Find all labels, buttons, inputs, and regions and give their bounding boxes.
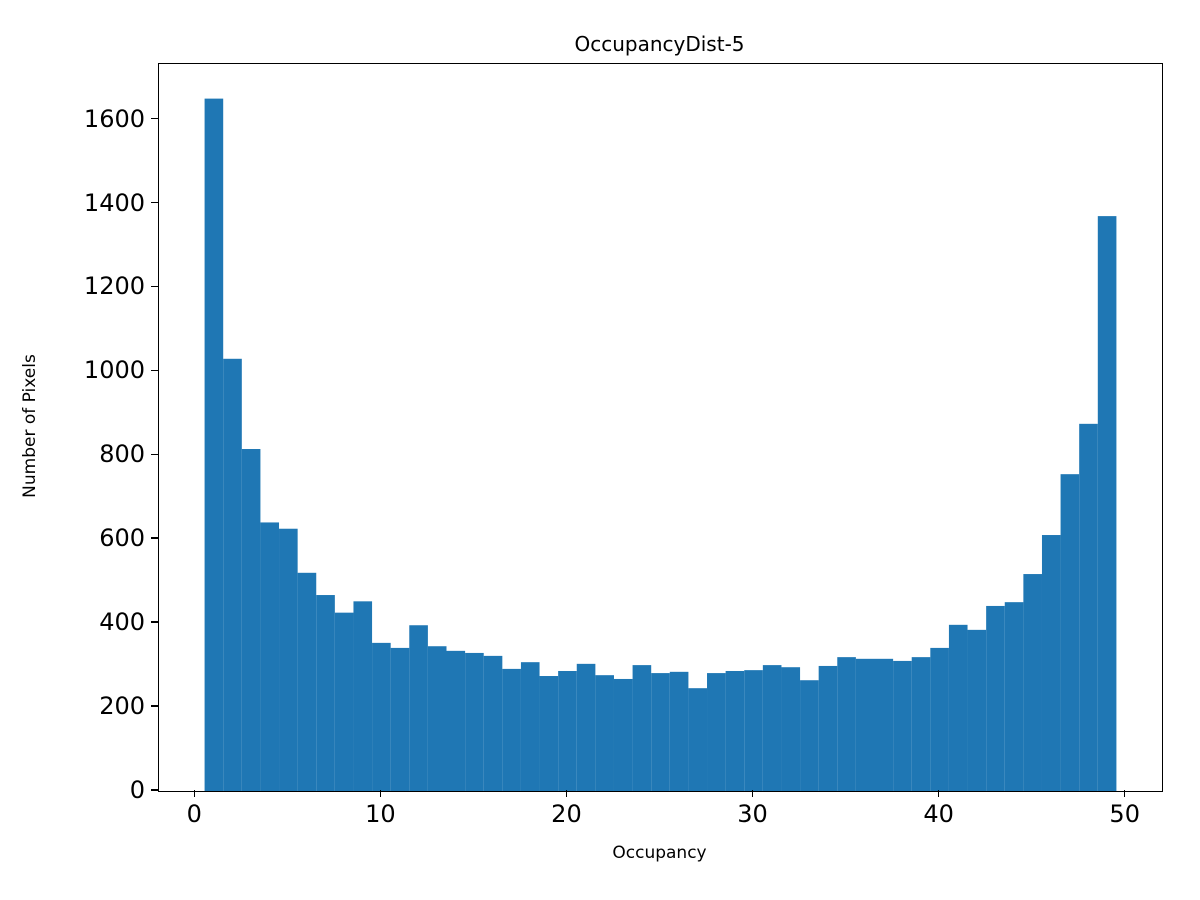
x-tick-label: 20 [551, 800, 582, 828]
x-tick-label: 30 [737, 800, 768, 828]
y-tick-mark [151, 705, 158, 707]
y-tick-label: 0 [129, 776, 145, 804]
y-tick-mark [151, 369, 158, 372]
x-axis-label: Occupancy [612, 843, 707, 863]
plot-area [158, 63, 1163, 792]
y-tick-mark [151, 285, 158, 288]
y-tick-mark [151, 453, 158, 456]
y-tick-label: 1200 [83, 272, 145, 301]
y-tick-mark [151, 621, 158, 623]
y-tick-label: 200 [99, 692, 145, 721]
y-tick-label: 800 [99, 440, 145, 469]
y-tick-label: 400 [99, 608, 145, 637]
x-tick-label: 50 [1109, 800, 1140, 828]
y-tick-label: 1600 [83, 104, 145, 133]
y-tick-mark [151, 117, 158, 120]
x-tick-label: 10 [365, 800, 396, 828]
y-tick-label: 600 [99, 524, 145, 553]
y-tick-label: 1400 [83, 188, 145, 217]
y-axis-label: Number of Pixels [20, 354, 40, 498]
y-tick-mark [151, 201, 158, 204]
y-tick-mark [151, 789, 158, 791]
y-tick-mark [151, 537, 158, 539]
y-tick-label: 1000 [83, 356, 145, 385]
x-tick-label: 0 [186, 800, 202, 828]
histogram-bars [204, 98, 1117, 791]
x-tick-label: 40 [923, 800, 954, 828]
chart-title: OccupancyDist-5 [574, 32, 745, 56]
